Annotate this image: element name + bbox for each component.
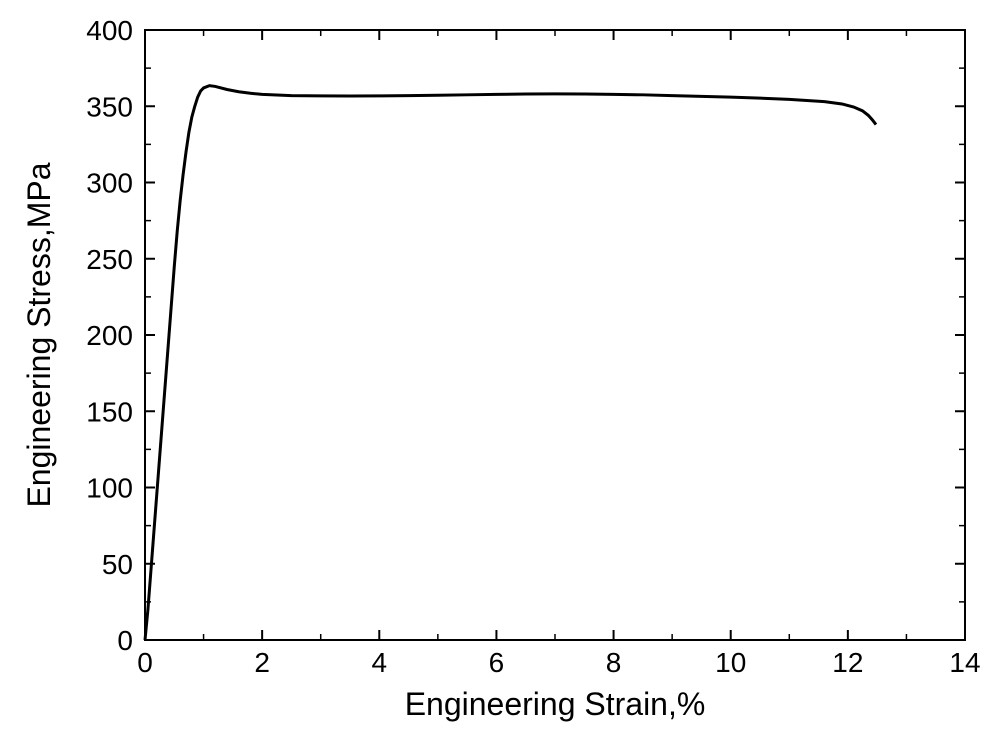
- stress-strain-chart: 0 2 4 6 8 10 12 14 0 50 100 150 200 250 300 350 400 Engin…: [0, 0, 1000, 740]
- svg-text:8: 8: [606, 647, 622, 678]
- svg-text:6: 6: [489, 647, 505, 678]
- svg-text:14: 14: [949, 647, 980, 678]
- svg-text:12: 12: [832, 647, 863, 678]
- svg-text:2: 2: [254, 647, 270, 678]
- svg-text:400: 400: [86, 15, 133, 46]
- svg-text:4: 4: [371, 647, 387, 678]
- svg-text:350: 350: [86, 91, 133, 122]
- svg-text:200: 200: [86, 320, 133, 351]
- x-axis-label: Engineering Strain,%: [405, 686, 706, 722]
- svg-text:10: 10: [715, 647, 746, 678]
- svg-text:300: 300: [86, 168, 133, 199]
- series-stress-strain: [145, 86, 876, 640]
- svg-text:150: 150: [86, 396, 133, 427]
- svg-text:100: 100: [86, 473, 133, 504]
- svg-text:0: 0: [137, 647, 153, 678]
- chart-container: 0 2 4 6 8 10 12 14 0 50 100 150 200 250 300 350 400 Engin…: [0, 0, 1000, 740]
- y-axis-label: Engineering Stress,MPa: [21, 162, 57, 507]
- svg-text:250: 250: [86, 244, 133, 275]
- svg-text:0: 0: [117, 625, 133, 656]
- svg-text:50: 50: [102, 549, 133, 580]
